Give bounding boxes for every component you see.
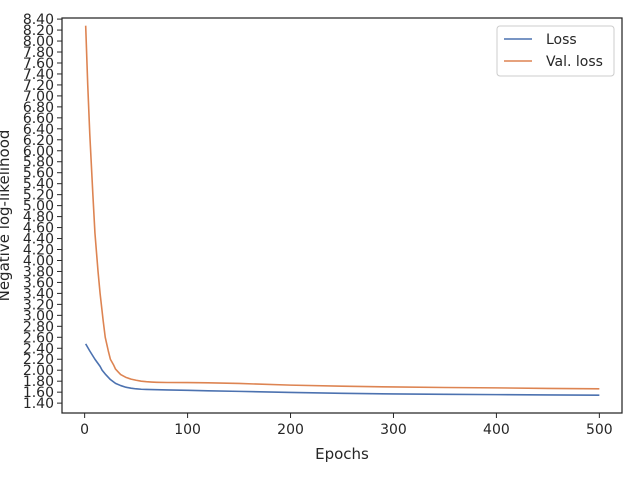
y-axis-label: Negative log-likelihood: [0, 130, 13, 302]
y-tick-label: 5.60: [23, 166, 54, 182]
y-tick-label: 6.40: [23, 122, 54, 138]
y-tick-label: 7.40: [23, 67, 54, 83]
y-tick-label: 1.80: [23, 374, 54, 390]
x-axis: 0 100 200 300 400 500: [80, 413, 613, 438]
y-tick-label: 5.00: [23, 199, 54, 215]
y-tick-label: 3.80: [23, 264, 54, 280]
y-axis: 1.401.601.802.002.202.402.602.803.003.20…: [23, 12, 62, 412]
y-tick-label: 7.80: [23, 45, 54, 61]
y-tick-label: 1.40: [23, 396, 54, 412]
y-tick-label: 1.60: [23, 385, 54, 401]
x-tick-label: 0: [80, 422, 89, 438]
y-tick-label: 4.20: [23, 243, 54, 259]
x-tick-label: 100: [174, 422, 201, 438]
y-tick-label: 7.00: [23, 89, 54, 105]
x-tick-label: 300: [380, 422, 407, 438]
y-tick-label: 2.80: [23, 319, 54, 335]
y-tick-label: 6.80: [23, 100, 54, 116]
y-tick-label: 2.40: [23, 341, 54, 357]
y-tick-label: 2.00: [23, 363, 54, 379]
legend-label: Val. loss: [546, 54, 603, 70]
plot-frame: [61, 17, 623, 414]
y-tick-label: 3.00: [23, 308, 54, 324]
y-tick-label: 8.40: [23, 12, 54, 28]
y-tick-label: 4.00: [23, 253, 54, 269]
y-tick-label: 5.80: [23, 155, 54, 171]
y-tick-label: 4.80: [23, 210, 54, 226]
legend-label: Loss: [546, 32, 577, 48]
y-tick-label: 6.00: [23, 144, 54, 160]
series-line-val-loss: [84, 25, 600, 390]
legend: Loss Val. loss: [496, 25, 615, 77]
y-tick-label: 8.00: [23, 34, 54, 50]
x-tick-label: 400: [483, 422, 510, 438]
y-tick-label: 6.60: [23, 111, 54, 127]
y-tick-label: 4.60: [23, 221, 54, 237]
y-tick-label: 5.20: [23, 188, 54, 204]
x-tick-label: 500: [586, 422, 613, 438]
x-tick-label: 200: [277, 422, 304, 438]
y-tick-label: 5.40: [23, 177, 54, 193]
y-tick-label: 6.20: [23, 133, 54, 149]
y-tick-label: 3.20: [23, 297, 54, 313]
y-tick-label: 8.20: [23, 23, 54, 39]
y-tick-label: 7.20: [23, 78, 54, 94]
y-tick-label: 3.60: [23, 275, 54, 291]
series-line-loss: [84, 343, 600, 396]
y-tick-label: 2.20: [23, 352, 54, 368]
y-tick-label: 4.40: [23, 232, 54, 248]
series-layer: [84, 25, 600, 396]
x-axis-label: Epochs: [315, 445, 369, 463]
y-tick-label: 3.40: [23, 286, 54, 302]
y-tick-label: 2.60: [23, 330, 54, 346]
y-tick-label: 7.60: [23, 56, 54, 72]
